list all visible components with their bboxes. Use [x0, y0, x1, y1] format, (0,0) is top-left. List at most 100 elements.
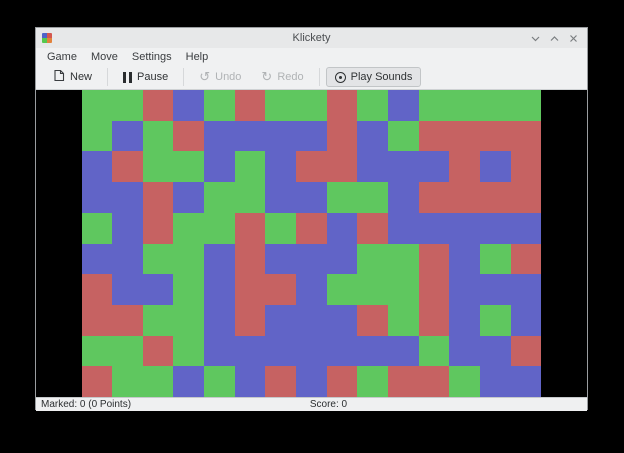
block-r2c3[interactable] — [173, 151, 205, 183]
block-r2c10[interactable] — [388, 151, 419, 183]
block-r8c3[interactable] — [173, 335, 205, 367]
block-r4c10[interactable] — [388, 212, 419, 244]
block-r8c6[interactable] — [265, 335, 297, 367]
block-r3c3[interactable] — [173, 182, 205, 213]
block-r5c3[interactable] — [173, 243, 205, 275]
block-r1c0[interactable] — [81, 120, 113, 152]
block-r2c0[interactable] — [81, 151, 113, 183]
block-r7c12[interactable] — [449, 304, 481, 336]
block-r7c9[interactable] — [357, 304, 389, 336]
block-r0c8[interactable] — [326, 90, 358, 121]
block-r9c4[interactable] — [204, 366, 235, 397]
block-r1c4[interactable] — [204, 120, 235, 152]
redo-button[interactable]: ↻ Redo — [252, 67, 312, 87]
block-r7c2[interactable] — [142, 304, 174, 336]
block-r2c2[interactable] — [142, 151, 174, 183]
block-r2c11[interactable] — [418, 151, 450, 183]
block-r9c8[interactable] — [326, 366, 358, 397]
block-r4c3[interactable] — [173, 212, 205, 244]
block-r0c4[interactable] — [204, 90, 235, 121]
block-r0c6[interactable] — [265, 90, 297, 121]
block-r1c8[interactable] — [326, 120, 358, 152]
block-r3c9[interactable] — [357, 182, 389, 213]
block-r6c0[interactable] — [81, 274, 113, 305]
block-r7c14[interactable] — [510, 304, 542, 336]
block-r5c5[interactable] — [234, 243, 266, 275]
block-r4c8[interactable] — [326, 212, 358, 244]
block-r3c14[interactable] — [510, 182, 542, 213]
block-r5c0[interactable] — [81, 243, 113, 275]
block-r3c5[interactable] — [234, 182, 266, 213]
block-r5c12[interactable] — [449, 243, 481, 275]
block-r6c12[interactable] — [449, 274, 481, 305]
block-r6c5[interactable] — [234, 274, 266, 305]
block-r1c11[interactable] — [418, 120, 450, 152]
block-r9c1[interactable] — [112, 366, 143, 397]
block-r4c6[interactable] — [265, 212, 297, 244]
block-r6c2[interactable] — [142, 274, 174, 305]
block-r1c1[interactable] — [112, 120, 143, 152]
new-button[interactable]: New — [44, 65, 101, 89]
block-r9c10[interactable] — [388, 366, 419, 397]
block-r7c1[interactable] — [112, 304, 143, 336]
block-r1c6[interactable] — [265, 120, 297, 152]
block-r3c4[interactable] — [204, 182, 235, 213]
block-r3c11[interactable] — [418, 182, 450, 213]
block-r2c8[interactable] — [326, 151, 358, 183]
block-r8c0[interactable] — [81, 335, 113, 367]
block-r2c12[interactable] — [449, 151, 481, 183]
block-r8c10[interactable] — [388, 335, 419, 367]
block-r5c4[interactable] — [204, 243, 235, 275]
menu-game[interactable]: Game — [47, 50, 77, 63]
block-r1c2[interactable] — [142, 120, 174, 152]
block-r0c10[interactable] — [388, 90, 419, 121]
block-r4c9[interactable] — [357, 212, 389, 244]
block-r6c1[interactable] — [112, 274, 143, 305]
block-r8c11[interactable] — [418, 335, 450, 367]
block-r8c7[interactable] — [296, 335, 327, 367]
block-r8c4[interactable] — [204, 335, 235, 367]
block-r3c1[interactable] — [112, 182, 143, 213]
close-icon[interactable] — [568, 33, 579, 44]
block-r3c6[interactable] — [265, 182, 297, 213]
block-r6c10[interactable] — [388, 274, 419, 305]
block-r2c5[interactable] — [234, 151, 266, 183]
block-r0c14[interactable] — [510, 90, 542, 121]
block-r5c2[interactable] — [142, 243, 174, 275]
block-r8c5[interactable] — [234, 335, 266, 367]
titlebar[interactable]: Klickety — [36, 28, 587, 48]
block-r2c1[interactable] — [112, 151, 143, 183]
block-r4c14[interactable] — [510, 212, 542, 244]
block-r1c12[interactable] — [449, 120, 481, 152]
block-r6c14[interactable] — [510, 274, 542, 305]
block-r1c3[interactable] — [173, 120, 205, 152]
block-r7c6[interactable] — [265, 304, 297, 336]
menu-settings[interactable]: Settings — [131, 50, 172, 63]
block-r1c10[interactable] — [388, 120, 419, 152]
block-r5c13[interactable] — [480, 243, 511, 275]
block-r8c9[interactable] — [357, 335, 389, 367]
block-r3c0[interactable] — [81, 182, 113, 213]
block-r4c1[interactable] — [112, 212, 143, 244]
minimize-icon[interactable] — [530, 33, 541, 44]
block-r1c13[interactable] — [480, 120, 511, 152]
block-r7c13[interactable] — [480, 304, 511, 336]
block-r8c14[interactable] — [510, 335, 542, 367]
block-r9c12[interactable] — [449, 366, 481, 397]
block-r3c2[interactable] — [142, 182, 174, 213]
block-r2c7[interactable] — [296, 151, 327, 183]
block-r8c13[interactable] — [480, 335, 511, 367]
block-r7c5[interactable] — [234, 304, 266, 336]
block-r5c6[interactable] — [265, 243, 297, 275]
block-r6c8[interactable] — [326, 274, 358, 305]
block-r4c12[interactable] — [449, 212, 481, 244]
block-r8c1[interactable] — [112, 335, 143, 367]
block-r3c12[interactable] — [449, 182, 481, 213]
block-r4c13[interactable] — [480, 212, 511, 244]
block-r0c2[interactable] — [142, 90, 174, 121]
block-r2c4[interactable] — [204, 151, 235, 183]
block-r0c11[interactable] — [418, 90, 450, 121]
block-r9c11[interactable] — [418, 366, 450, 397]
block-r9c2[interactable] — [142, 366, 174, 397]
block-r2c14[interactable] — [510, 151, 542, 183]
